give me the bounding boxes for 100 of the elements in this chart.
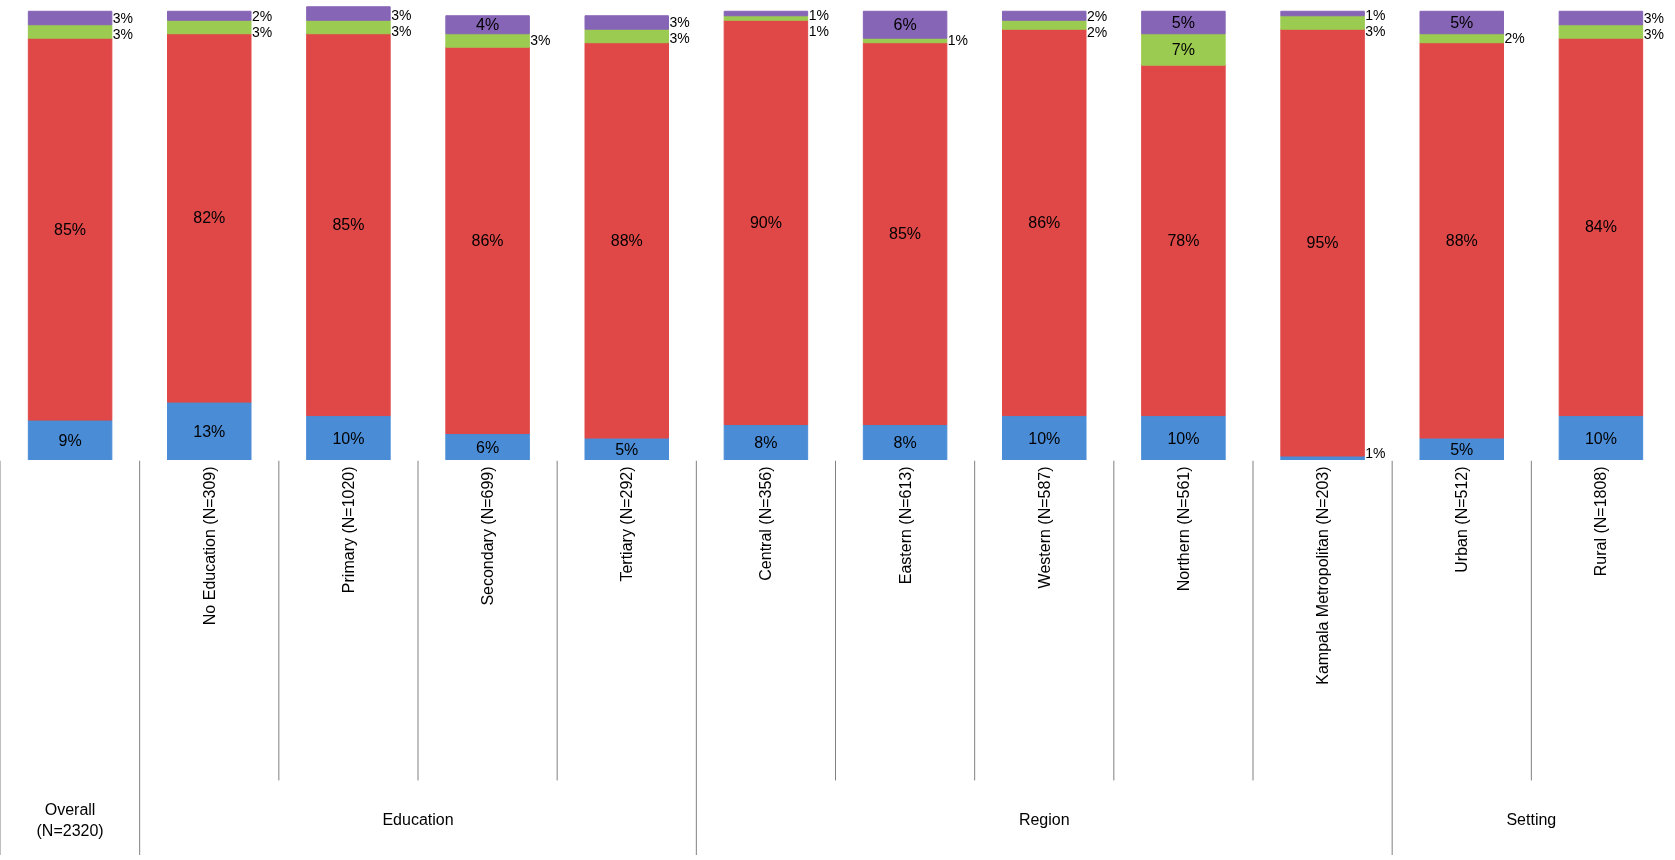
data-label: 5% bbox=[615, 440, 639, 458]
bar bbox=[1280, 10, 1365, 17]
data-label: 1% bbox=[1365, 6, 1386, 23]
data-label: 3% bbox=[669, 30, 690, 47]
data-label: 2% bbox=[1504, 30, 1525, 47]
bar bbox=[1419, 42, 1504, 439]
bar bbox=[862, 42, 948, 426]
x-tick-label: Tertiary (N=292) bbox=[618, 466, 636, 582]
data-label: 8% bbox=[754, 434, 778, 452]
data-label: 2% bbox=[252, 7, 273, 24]
data-label: 10% bbox=[1028, 429, 1061, 447]
bar bbox=[723, 19, 809, 426]
bar bbox=[1558, 24, 1644, 39]
bar bbox=[445, 46, 530, 435]
data-label: 3% bbox=[391, 22, 412, 39]
bar bbox=[1419, 10, 1504, 35]
data-label: 95% bbox=[1306, 234, 1339, 252]
bar bbox=[1419, 33, 1504, 44]
data-label: 10% bbox=[1167, 429, 1200, 447]
bar bbox=[167, 10, 252, 21]
bar bbox=[1558, 10, 1644, 26]
data-label: 82% bbox=[193, 209, 226, 227]
bar bbox=[306, 33, 391, 417]
data-label: 3% bbox=[530, 32, 551, 49]
bar bbox=[1002, 415, 1087, 460]
data-label: 85% bbox=[889, 225, 922, 243]
bar bbox=[445, 15, 530, 35]
data-label: 5% bbox=[1171, 13, 1195, 31]
bar bbox=[862, 424, 948, 460]
bar bbox=[1141, 10, 1226, 35]
bar bbox=[445, 433, 530, 460]
x-tick-label: Eastern (N=613) bbox=[896, 466, 914, 585]
data-label: 86% bbox=[1028, 213, 1061, 231]
bar bbox=[445, 33, 530, 48]
x-tick-label: Secondary (N=699) bbox=[479, 466, 497, 606]
data-label: 3% bbox=[1643, 10, 1664, 26]
data-label: 3% bbox=[112, 26, 134, 42]
data-label: 2% bbox=[1087, 23, 1108, 40]
bar bbox=[306, 415, 391, 460]
data-label: 5% bbox=[1450, 13, 1474, 31]
bar bbox=[27, 419, 113, 460]
data-label: 3% bbox=[391, 6, 412, 23]
data-label: 9% bbox=[58, 431, 82, 449]
data-label: 3% bbox=[669, 14, 690, 31]
x-tick-label: Central (N=356) bbox=[757, 466, 775, 581]
bar bbox=[1002, 28, 1087, 417]
data-label: 6% bbox=[476, 438, 500, 456]
bar bbox=[723, 10, 809, 17]
bar bbox=[584, 28, 669, 44]
text: Overall (N=2320) bbox=[36, 801, 104, 839]
data-label: 6% bbox=[893, 16, 917, 34]
bar bbox=[1280, 28, 1365, 457]
data-label: 5% bbox=[1450, 440, 1474, 458]
bar bbox=[1558, 415, 1644, 460]
data-label: 3% bbox=[1643, 26, 1664, 42]
bar bbox=[1280, 15, 1365, 30]
data-label: 90% bbox=[749, 213, 782, 231]
bar bbox=[723, 15, 809, 21]
bar bbox=[167, 401, 252, 460]
data-label: 84% bbox=[1584, 218, 1617, 236]
bar bbox=[1558, 37, 1644, 417]
bar bbox=[306, 6, 391, 21]
data-label: 85% bbox=[332, 216, 365, 234]
data-label: 7% bbox=[1171, 40, 1195, 58]
data-label: 1% bbox=[947, 32, 969, 49]
bar bbox=[1141, 64, 1226, 417]
bar bbox=[27, 37, 113, 421]
bar bbox=[167, 19, 252, 35]
bar bbox=[723, 424, 809, 460]
x-tick-label: Northern (N=561) bbox=[1174, 466, 1192, 592]
bar bbox=[1141, 415, 1226, 460]
bar bbox=[27, 10, 113, 26]
bar bbox=[862, 10, 948, 39]
bar bbox=[27, 24, 113, 39]
bar bbox=[1002, 10, 1087, 21]
data-label: 8% bbox=[893, 434, 917, 452]
data-label: 4% bbox=[476, 16, 500, 34]
x-tick-label: No Education (N=309) bbox=[200, 466, 218, 626]
data-label: 3% bbox=[112, 10, 134, 26]
data-label: 88% bbox=[610, 231, 643, 249]
data-label: 3% bbox=[1365, 22, 1386, 39]
data-label: 3% bbox=[252, 23, 273, 40]
bar bbox=[167, 33, 252, 403]
bar bbox=[584, 42, 669, 439]
x-tick-label: Kampala Metropolitan (N=203) bbox=[1314, 466, 1332, 685]
data-label: 2% bbox=[1087, 7, 1108, 24]
bar bbox=[584, 15, 669, 30]
data-label: 1% bbox=[1365, 444, 1386, 461]
data-label: 1% bbox=[808, 22, 829, 39]
data-label: 10% bbox=[332, 429, 365, 447]
bar bbox=[1002, 19, 1087, 30]
text: Education bbox=[382, 811, 454, 829]
x-tick-label: Urban (N=512) bbox=[1453, 466, 1471, 573]
text: Region bbox=[1018, 811, 1070, 829]
bar bbox=[306, 19, 391, 35]
data-label: 1% bbox=[808, 6, 829, 23]
data-label: 88% bbox=[1445, 231, 1478, 249]
x-tick-label: Primary (N=1020) bbox=[339, 466, 357, 594]
x-tick-label: Rural (N=1808) bbox=[1592, 466, 1610, 577]
bar bbox=[1141, 33, 1226, 66]
